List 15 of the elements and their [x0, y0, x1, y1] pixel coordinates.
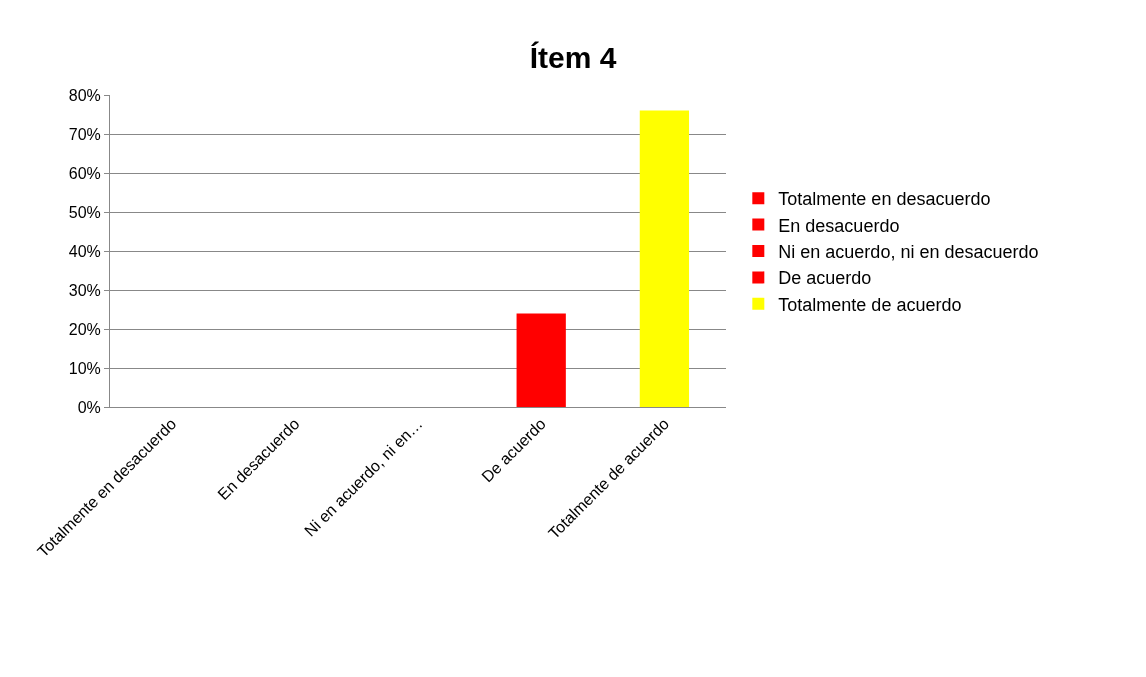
chart-title: Ítem 4 [529, 41, 617, 75]
legend-label: En desacuerdo [778, 215, 900, 236]
legend-label: Ni en acuerdo, ni en desacuerdo [778, 242, 1039, 263]
y-tick-label: 50% [68, 203, 101, 221]
legend-label: Totalmente de acuerdo [778, 294, 962, 315]
y-tick-label: 60% [68, 164, 101, 182]
y-tick-label: 40% [68, 242, 101, 260]
legend-label: Totalmente en desacuerdo [778, 189, 991, 210]
y-tick-label: 30% [68, 281, 101, 299]
y-tick-label: 0% [77, 398, 101, 416]
y-tick-label: 20% [68, 320, 101, 338]
y-tick-label: 70% [68, 125, 101, 143]
y-tick-label: 10% [68, 359, 101, 377]
legend-label: De acuerdo [778, 268, 872, 289]
y-tick-label: 80% [68, 86, 101, 104]
